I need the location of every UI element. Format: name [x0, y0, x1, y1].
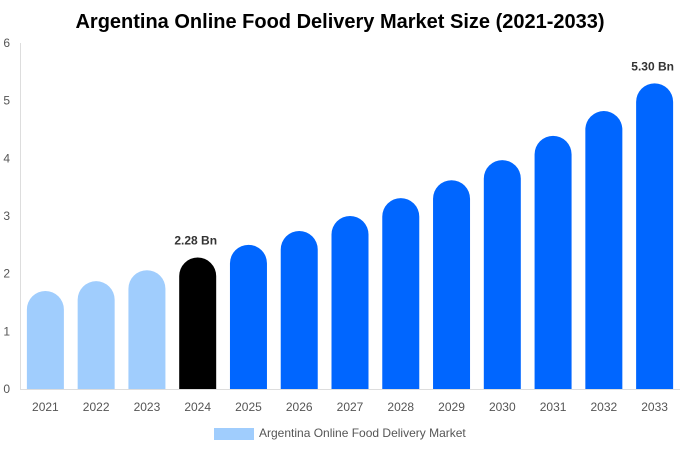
y-tick-label: 4: [3, 151, 10, 165]
x-tick-label: 2022: [83, 400, 110, 414]
legend: Argentina Online Food Delivery Market: [214, 426, 466, 440]
chart-title: Argentina Online Food Delivery Market Si…: [75, 11, 604, 33]
bar-2022: [77, 281, 115, 389]
bar-2031: [534, 135, 572, 389]
x-tick-label: 2028: [387, 400, 414, 414]
y-tick-label: 2: [3, 267, 10, 281]
x-tick-label: 2021: [32, 400, 59, 414]
y-tick-label: 6: [3, 36, 10, 50]
x-tick-label: 2025: [235, 400, 262, 414]
bar-2029: [433, 180, 471, 389]
bar-2021: [26, 290, 64, 389]
x-tick-label: 2032: [590, 400, 617, 414]
x-tick-label: 2030: [489, 400, 516, 414]
y-tick-label: 0: [3, 382, 10, 396]
bar-2026: [280, 230, 318, 389]
y-tick-label: 1: [3, 324, 10, 338]
bar-2023: [128, 270, 166, 389]
y-tick-label: 5: [3, 94, 10, 108]
bar-2025: [229, 244, 267, 389]
x-tick-label: 2027: [337, 400, 364, 414]
x-tick-label: 2033: [641, 400, 668, 414]
x-tick-label: 2023: [134, 400, 161, 414]
bar-2024: [179, 257, 217, 389]
bar-2033: [636, 83, 674, 390]
bar-2028: [382, 198, 420, 389]
bar-2030: [483, 160, 521, 389]
legend-label: Argentina Online Food Delivery Market: [259, 426, 466, 440]
x-tick-label: 2031: [540, 400, 567, 414]
data-label: 5.30 Bn: [631, 59, 674, 73]
bar-2032: [585, 111, 623, 390]
bar-2027: [331, 216, 369, 389]
legend-swatch: [214, 428, 254, 440]
x-tick-label: 2029: [438, 400, 465, 414]
y-tick-label: 3: [3, 209, 10, 223]
x-tick-label: 2026: [286, 400, 313, 414]
data-label: 2.28 Bn: [174, 234, 217, 248]
x-tick-label: 2024: [184, 400, 211, 414]
